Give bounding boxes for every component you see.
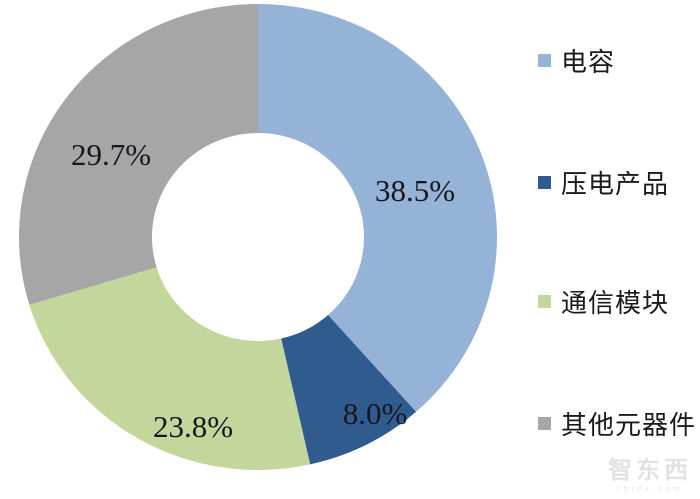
legend-item-other: 其他元器件 [538, 408, 696, 440]
donut-slice-0 [258, 4, 498, 412]
legend-label-piezo: 压电产品 [561, 169, 670, 199]
watermark: 智东西 zhidx.com [608, 457, 692, 494]
legend-swatch-capacitors [538, 53, 551, 67]
donut-slice-2 [29, 267, 311, 471]
slice-label-capacitors: 38.5% [374, 173, 456, 208]
legend-item-comm-modules: 通信模块 [538, 286, 669, 318]
legend-swatch-comm-modules [538, 294, 551, 308]
donut-slice-1 [281, 315, 417, 465]
legend-label-other: 其他元器件 [561, 410, 697, 440]
donut-chart [19, 4, 498, 471]
slice-label-piezo: 8.0% [342, 396, 408, 431]
watermark-logo-text: 智东西 [608, 457, 692, 484]
chart-legend: 电容 压电产品 通信模块 其他元器件 [538, 0, 700, 499]
legend-swatch-other [538, 416, 551, 430]
slice-label-comm-modules: 23.8% [152, 409, 234, 444]
donut-slice-3 [19, 4, 258, 305]
watermark-domain-text: zhidx.com [616, 486, 684, 493]
legend-label-capacitors: 电容 [561, 47, 616, 77]
slice-label-other: 29.7% [70, 137, 152, 172]
legend-item-capacitors: 电容 [538, 45, 615, 77]
legend-swatch-piezo [538, 175, 551, 189]
legend-item-piezo: 压电产品 [538, 167, 669, 199]
legend-label-comm-modules: 通信模块 [561, 288, 670, 318]
